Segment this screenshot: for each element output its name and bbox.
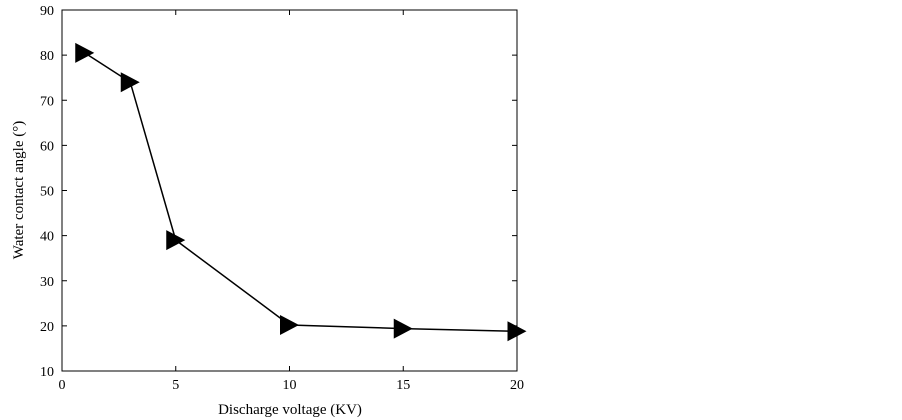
x-tick-label: 10 (283, 378, 297, 393)
y-tick-label: 10 (40, 365, 54, 380)
y-tick-label: 80 (40, 49, 54, 64)
y-tick-label: 40 (40, 230, 54, 245)
x-tick-label: 5 (172, 378, 179, 393)
data-point-marker (280, 314, 299, 335)
data-point-marker (75, 42, 95, 63)
data-point-marker (120, 72, 140, 93)
x-tick-label: 20 (510, 378, 524, 393)
plot-frame (61, 9, 518, 372)
data-point-marker (507, 321, 527, 342)
y-tick-label: 70 (40, 94, 54, 109)
x-tick-label: 0 (59, 378, 66, 393)
y-tick-label: 20 (40, 320, 54, 335)
y-tick-label: 60 (40, 139, 54, 154)
data-point-marker (393, 318, 413, 339)
y-tick-label: 30 (40, 275, 54, 290)
series-line (84, 52, 518, 333)
y-tick-label: 50 (40, 185, 54, 200)
y-tick-label: 90 (40, 4, 54, 19)
data-point-marker (166, 230, 186, 251)
y-axis-label: Water contact angle (°) (11, 121, 27, 259)
x-axis-label: Discharge voltage (KV) (218, 402, 362, 418)
x-tick-label: 15 (396, 378, 410, 393)
